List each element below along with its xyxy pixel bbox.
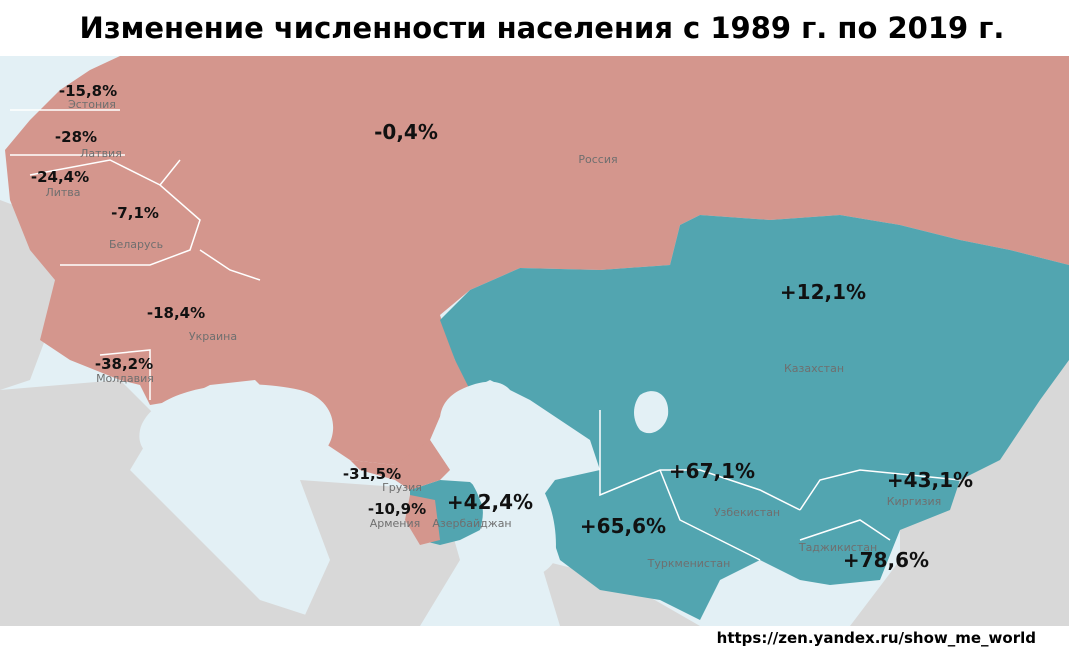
- other-land: [0, 200, 1069, 626]
- change-label: +42,4%: [447, 490, 533, 514]
- change-label: -7,1%: [111, 204, 159, 222]
- decline-region: [5, 56, 1069, 470]
- change-label: -0,4%: [374, 120, 438, 144]
- black-sea: [139, 384, 334, 475]
- change-label: -28%: [55, 128, 97, 146]
- country-name: Литва: [45, 186, 80, 199]
- change-label: +78,6%: [843, 548, 929, 572]
- country-name: Грузия: [382, 481, 422, 494]
- country-name: Армения: [370, 517, 421, 530]
- change-label: -38,2%: [95, 355, 153, 373]
- aral-sea: [634, 391, 669, 434]
- labels: -15,8% Эстония -28% Латвия -24,4% Литва …: [31, 82, 973, 572]
- country-name: Молдавия: [96, 372, 154, 385]
- country-name: Беларусь: [109, 238, 163, 251]
- growth-region: [440, 215, 1069, 620]
- country-name: Россия: [578, 153, 617, 166]
- map: [0, 56, 1069, 626]
- country-name: Казахстан: [784, 362, 844, 375]
- change-label: +65,6%: [580, 514, 666, 538]
- title: Изменение численности населения с 1989 г…: [80, 11, 1005, 45]
- country-name: Таджикистан: [798, 541, 877, 554]
- change-label: -10,9%: [368, 500, 426, 518]
- country-name: Узбекистан: [714, 506, 780, 519]
- source: https://zen.yandex.ru/show_me_world: [717, 629, 1036, 647]
- change-label: -24,4%: [31, 168, 89, 186]
- country-name: Эстония: [68, 98, 116, 111]
- change-label: +67,1%: [669, 459, 755, 483]
- country-name: Туркменистан: [647, 557, 731, 570]
- change-label: -18,4%: [147, 304, 205, 322]
- change-label: -31,5%: [343, 465, 401, 483]
- country-name: Латвия: [80, 147, 122, 160]
- change-label: -15,8%: [59, 82, 117, 100]
- country-name: Киргизия: [887, 495, 941, 508]
- change-label: +12,1%: [780, 280, 866, 304]
- change-label: +43,1%: [887, 468, 973, 492]
- country-name: Украина: [189, 330, 237, 343]
- armenia-shape: [405, 495, 440, 545]
- georgia-shape: [350, 440, 450, 490]
- caspian-sea: [440, 381, 556, 581]
- country-name: Азербайджан: [432, 517, 511, 530]
